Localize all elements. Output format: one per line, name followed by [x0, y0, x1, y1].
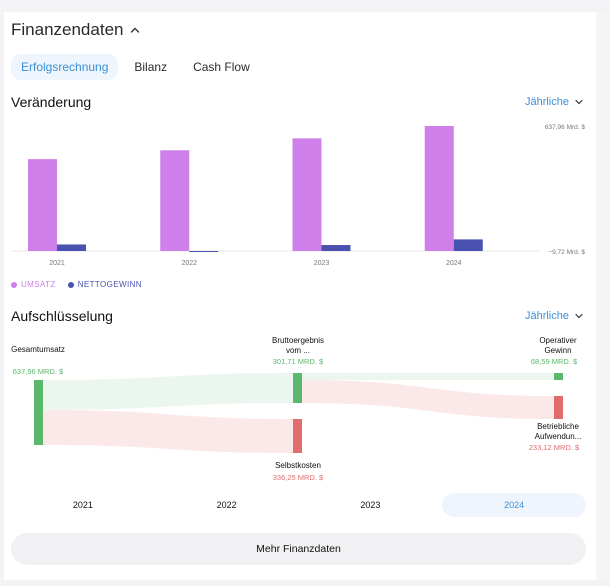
node-label-total: Gesamtumsatz — [11, 345, 65, 354]
legend-dot — [67, 281, 74, 288]
tab-erfolgsrechnung[interactable]: Erfolgsrechnung — [11, 54, 119, 80]
legend-item-umsatz: UMSATZ — [11, 280, 56, 289]
flow-total-to-gross — [43, 373, 293, 410]
statement-tabs: Erfolgsrechnung Bilanz Cash Flow — [11, 54, 260, 80]
bar-nettogewinn-2022[interactable] — [189, 251, 219, 252]
year-tab-2021[interactable]: 2021 — [72, 500, 93, 510]
flow-gross-to-operating — [302, 373, 554, 380]
page-title: Finanzendaten — [11, 20, 124, 39]
bar-nettogewinn-2023[interactable] — [321, 245, 351, 251]
legend-label: NETTOGEWINN — [77, 280, 142, 289]
chevron-up-icon — [131, 27, 140, 33]
change-frequency-dropdown[interactable]: Jährliche — [525, 96, 584, 108]
node-gross — [293, 373, 302, 403]
y-min-label: −9,72 Mrd. $ — [548, 249, 585, 256]
tab-cash-flow[interactable]: Cash Flow — [193, 60, 250, 74]
bar-nettogewinn-2021[interactable] — [57, 244, 86, 251]
chevron-down-icon — [575, 313, 583, 319]
node-value-cost: 336,25 MRD. $ — [272, 473, 324, 482]
year-tab-2024[interactable]: 2024 — [442, 493, 586, 517]
y-max-label: 637,96 Mrd. $ — [545, 124, 585, 131]
frequency-label: Jährliche — [524, 96, 569, 108]
left-border — [0, 12, 4, 586]
node-value-operating: 68,59 MRD. $ — [530, 357, 578, 366]
year-tab-2023[interactable]: 2023 — [360, 500, 381, 510]
breakdown-frequency-dropdown[interactable]: Jährliche — [525, 310, 584, 322]
revenue-bar-chart: 2021 2022 2023 2024 637,96 Mrd. $ −9,72 Mrd. … — [11, 124, 585, 267]
node-label-gross: Bruttoergebnis vom ... — [271, 336, 325, 355]
section-header[interactable]: Finanzendaten — [11, 20, 141, 40]
bar-umsatz-2024[interactable] — [424, 126, 454, 251]
node-label-operating: Operativer Gewinn — [539, 336, 577, 355]
legend-dot — [11, 281, 17, 288]
breakdown-section-title: Aufschlüsselung — [11, 308, 113, 324]
sankey-diagram — [34, 373, 563, 453]
legend-item-nettogewinn: NETTOGEWINN — [67, 280, 142, 289]
node-label-opex: Betriebliche Aufwendun... — [534, 422, 582, 441]
chevron-down-icon — [575, 99, 583, 105]
chart-legend: UMSATZ NETTOGEWINN — [11, 280, 142, 289]
x-tick-label: 2024 — [446, 260, 462, 267]
node-label-cost: Selbstkosten — [275, 461, 321, 470]
x-tick-label: 2021 — [49, 260, 65, 267]
node-total — [34, 380, 43, 445]
bar-umsatz-2022[interactable] — [160, 150, 190, 251]
year-tab-2022[interactable]: 2022 — [216, 500, 237, 510]
flow-total-to-cost — [43, 410, 293, 453]
node-opex — [554, 396, 563, 419]
bar-umsatz-2023[interactable] — [292, 138, 322, 251]
change-section-title: Veränderung — [11, 94, 92, 110]
node-operating — [554, 373, 563, 380]
more-financial-data-button[interactable]: Mehr Finanzdaten — [11, 533, 586, 565]
node-value-total: 637,96 MRD. $ — [12, 367, 64, 376]
flow-gross-to-opex — [302, 380, 554, 419]
year-selector: 2021 2022 2023 2024 — [11, 493, 586, 517]
scrollbar-track[interactable] — [596, 12, 610, 586]
x-tick-label: 2022 — [181, 260, 197, 267]
bar-nettogewinn-2024[interactable] — [453, 239, 483, 251]
x-tick-label: 2023 — [314, 260, 330, 267]
bottom-strip — [0, 580, 610, 586]
legend-label: UMSATZ — [21, 280, 56, 289]
top-strip — [0, 0, 610, 12]
node-cost — [293, 419, 302, 453]
bar-umsatz-2021[interactable] — [28, 159, 57, 251]
frequency-label: Jährliche — [524, 310, 569, 322]
tab-bilanz[interactable]: Bilanz — [134, 60, 168, 74]
node-value-opex: 233,12 MRD. $ — [528, 443, 580, 452]
node-value-gross: 301,71 MRD. $ — [272, 357, 324, 366]
